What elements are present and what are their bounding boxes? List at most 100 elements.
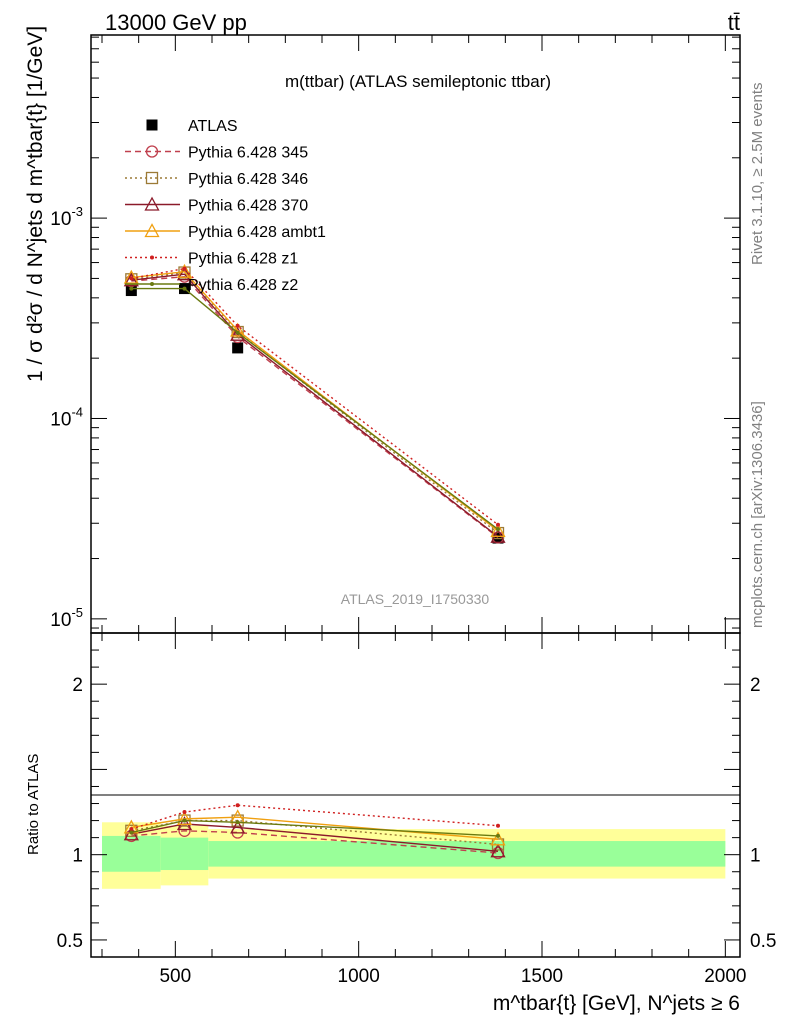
series-pythia-6-428-z1 — [129, 266, 500, 527]
y-tick-label: 10-3 — [50, 204, 83, 230]
ratio-line — [131, 819, 499, 846]
energy-label: 13000 GeV pp — [105, 10, 247, 35]
legend-marker — [144, 223, 160, 238]
ratio-tick-label-left: 0.5 — [57, 931, 83, 952]
x-tick-label: 500 — [159, 966, 191, 987]
ratio-point — [123, 826, 139, 841]
legend-entry: Pythia 6.428 z1 — [125, 251, 298, 268]
ratio-tick-label-right: 2 — [750, 675, 761, 696]
ratio-y-axis: 0.5 0.5 1 1 2 2 — [57, 649, 776, 952]
series-pythia-6-428-370 — [123, 266, 506, 543]
data-point — [129, 276, 134, 281]
ratio-point — [176, 816, 193, 831]
legend-label: Pythia 6.428 z1 — [188, 251, 298, 268]
series-line — [131, 270, 499, 532]
ratio-line — [131, 804, 499, 830]
ratio-point — [129, 827, 134, 832]
ratio-point — [490, 843, 506, 858]
ratio-line — [131, 830, 499, 854]
y-tick-exponent: -4 — [71, 404, 83, 419]
ratio-point — [230, 819, 246, 834]
process-label: tt̄ — [728, 10, 740, 35]
analysis-id-label: ATLAS_2019_I1750330 — [341, 591, 490, 607]
main-series — [123, 263, 506, 544]
y-tick-exponent: -3 — [71, 204, 83, 219]
stat-uncertainty-band — [208, 841, 726, 867]
legend-marker — [144, 196, 160, 211]
ratio-point — [490, 831, 506, 846]
y-tick-label: 10-4 — [50, 404, 83, 430]
x-tick-label: 1500 — [521, 966, 563, 987]
data-point — [129, 286, 134, 291]
legend: ATLAS Pythia 6.428 345 Pythia 6.428 346 Pyt… — [125, 118, 326, 294]
series-pythia-6-428-z2 — [129, 286, 500, 532]
x-tick-label: 2000 — [704, 966, 746, 987]
ratio-tick-label-right: 0.5 — [750, 931, 776, 952]
data-point — [235, 323, 240, 328]
ratio-point — [182, 810, 187, 815]
x-axis-label: m^tbar{t} [GeV], N^jets ≥ 6 — [493, 992, 740, 1015]
legend-label: Pythia 6.428 346 — [188, 171, 308, 188]
ratio-point — [496, 823, 500, 828]
series-line — [131, 271, 499, 534]
series-pythia-6-428-ambt1 — [123, 263, 506, 537]
data-point — [496, 527, 500, 532]
ratio-tick-label-right: 1 — [750, 846, 761, 867]
data-point — [230, 326, 246, 341]
series-line — [131, 273, 499, 538]
ratio-point — [176, 811, 193, 826]
data-point — [496, 522, 500, 527]
legend-entry: Pythia 6.428 346 — [125, 171, 308, 188]
y-tick-label: 10-5 — [50, 605, 83, 631]
legend-marker — [145, 145, 159, 158]
main-panel: 10-5 10-4 10-3 m(ttbar) (ATLAS semileptoni… — [24, 26, 741, 634]
data-point — [123, 269, 139, 284]
legend-marker — [150, 282, 154, 286]
ratio-panel-frame — [90, 632, 741, 958]
ratio-point — [235, 803, 240, 808]
legend-label: Pythia 6.428 z2 — [188, 277, 298, 294]
rivet-label: Rivet 3.1.10, ≥ 2.5M events — [749, 83, 766, 266]
legend-entry: Pythia 6.428 345 — [125, 145, 308, 162]
series-atlas — [125, 283, 504, 544]
series-line — [131, 287, 499, 530]
legend-label: Pythia 6.428 370 — [188, 198, 308, 215]
ratio-tick-label-left: 1 — [72, 846, 83, 867]
ratio-point — [129, 830, 134, 835]
data-point — [176, 266, 193, 281]
stat-uncertainty-band — [160, 837, 209, 871]
ratio-point — [182, 818, 187, 823]
data-point — [232, 342, 244, 354]
legend-entry: ATLAS — [146, 118, 238, 135]
legend-entry: Pythia 6.428 ambt1 — [125, 223, 326, 241]
ratio-pythia-6-428-370 — [123, 816, 506, 858]
x-axis: 500 1000 1500 2000 — [101, 35, 746, 987]
legend-label: Pythia 6.428 ambt1 — [188, 224, 326, 241]
legend-entry: Pythia 6.428 370 — [125, 196, 308, 215]
ratio-line — [131, 823, 499, 852]
legend-entry: Pythia 6.428 z2 — [125, 277, 298, 294]
main-y-tick-labels: 10-5 10-4 10-3 — [50, 204, 83, 631]
data-point — [182, 266, 187, 271]
data-point — [235, 330, 240, 335]
series-line — [131, 267, 499, 526]
data-point — [176, 263, 193, 278]
ratio-line — [131, 819, 499, 837]
ratio-panel: 0.5 0.5 1 1 2 2 500 1000 1500 2000 Ratio to ATLA… — [25, 35, 776, 1015]
legend-marker — [146, 119, 158, 131]
ratio-y-axis-label: Ratio to ATLAS — [25, 754, 42, 855]
ratio-point — [491, 846, 505, 860]
mcplots-label: mcplots.cern.ch [arXiv:1306.3436] — [749, 401, 766, 628]
ratio-point — [235, 820, 240, 825]
series-line — [131, 275, 499, 538]
legend-label: Pythia 6.428 345 — [188, 145, 308, 162]
data-point — [123, 272, 139, 287]
main-y-axis-label: 1 / σ d²σ / d N^jets d m^tbar{t} [1/GeV] — [24, 26, 47, 382]
ratio-tick-label-left: 2 — [72, 675, 83, 696]
data-point — [182, 286, 187, 291]
ratio-point — [178, 824, 191, 837]
main-y-axis — [91, 36, 740, 629]
x-tick-label: 1000 — [338, 966, 380, 987]
data-point — [490, 522, 506, 537]
